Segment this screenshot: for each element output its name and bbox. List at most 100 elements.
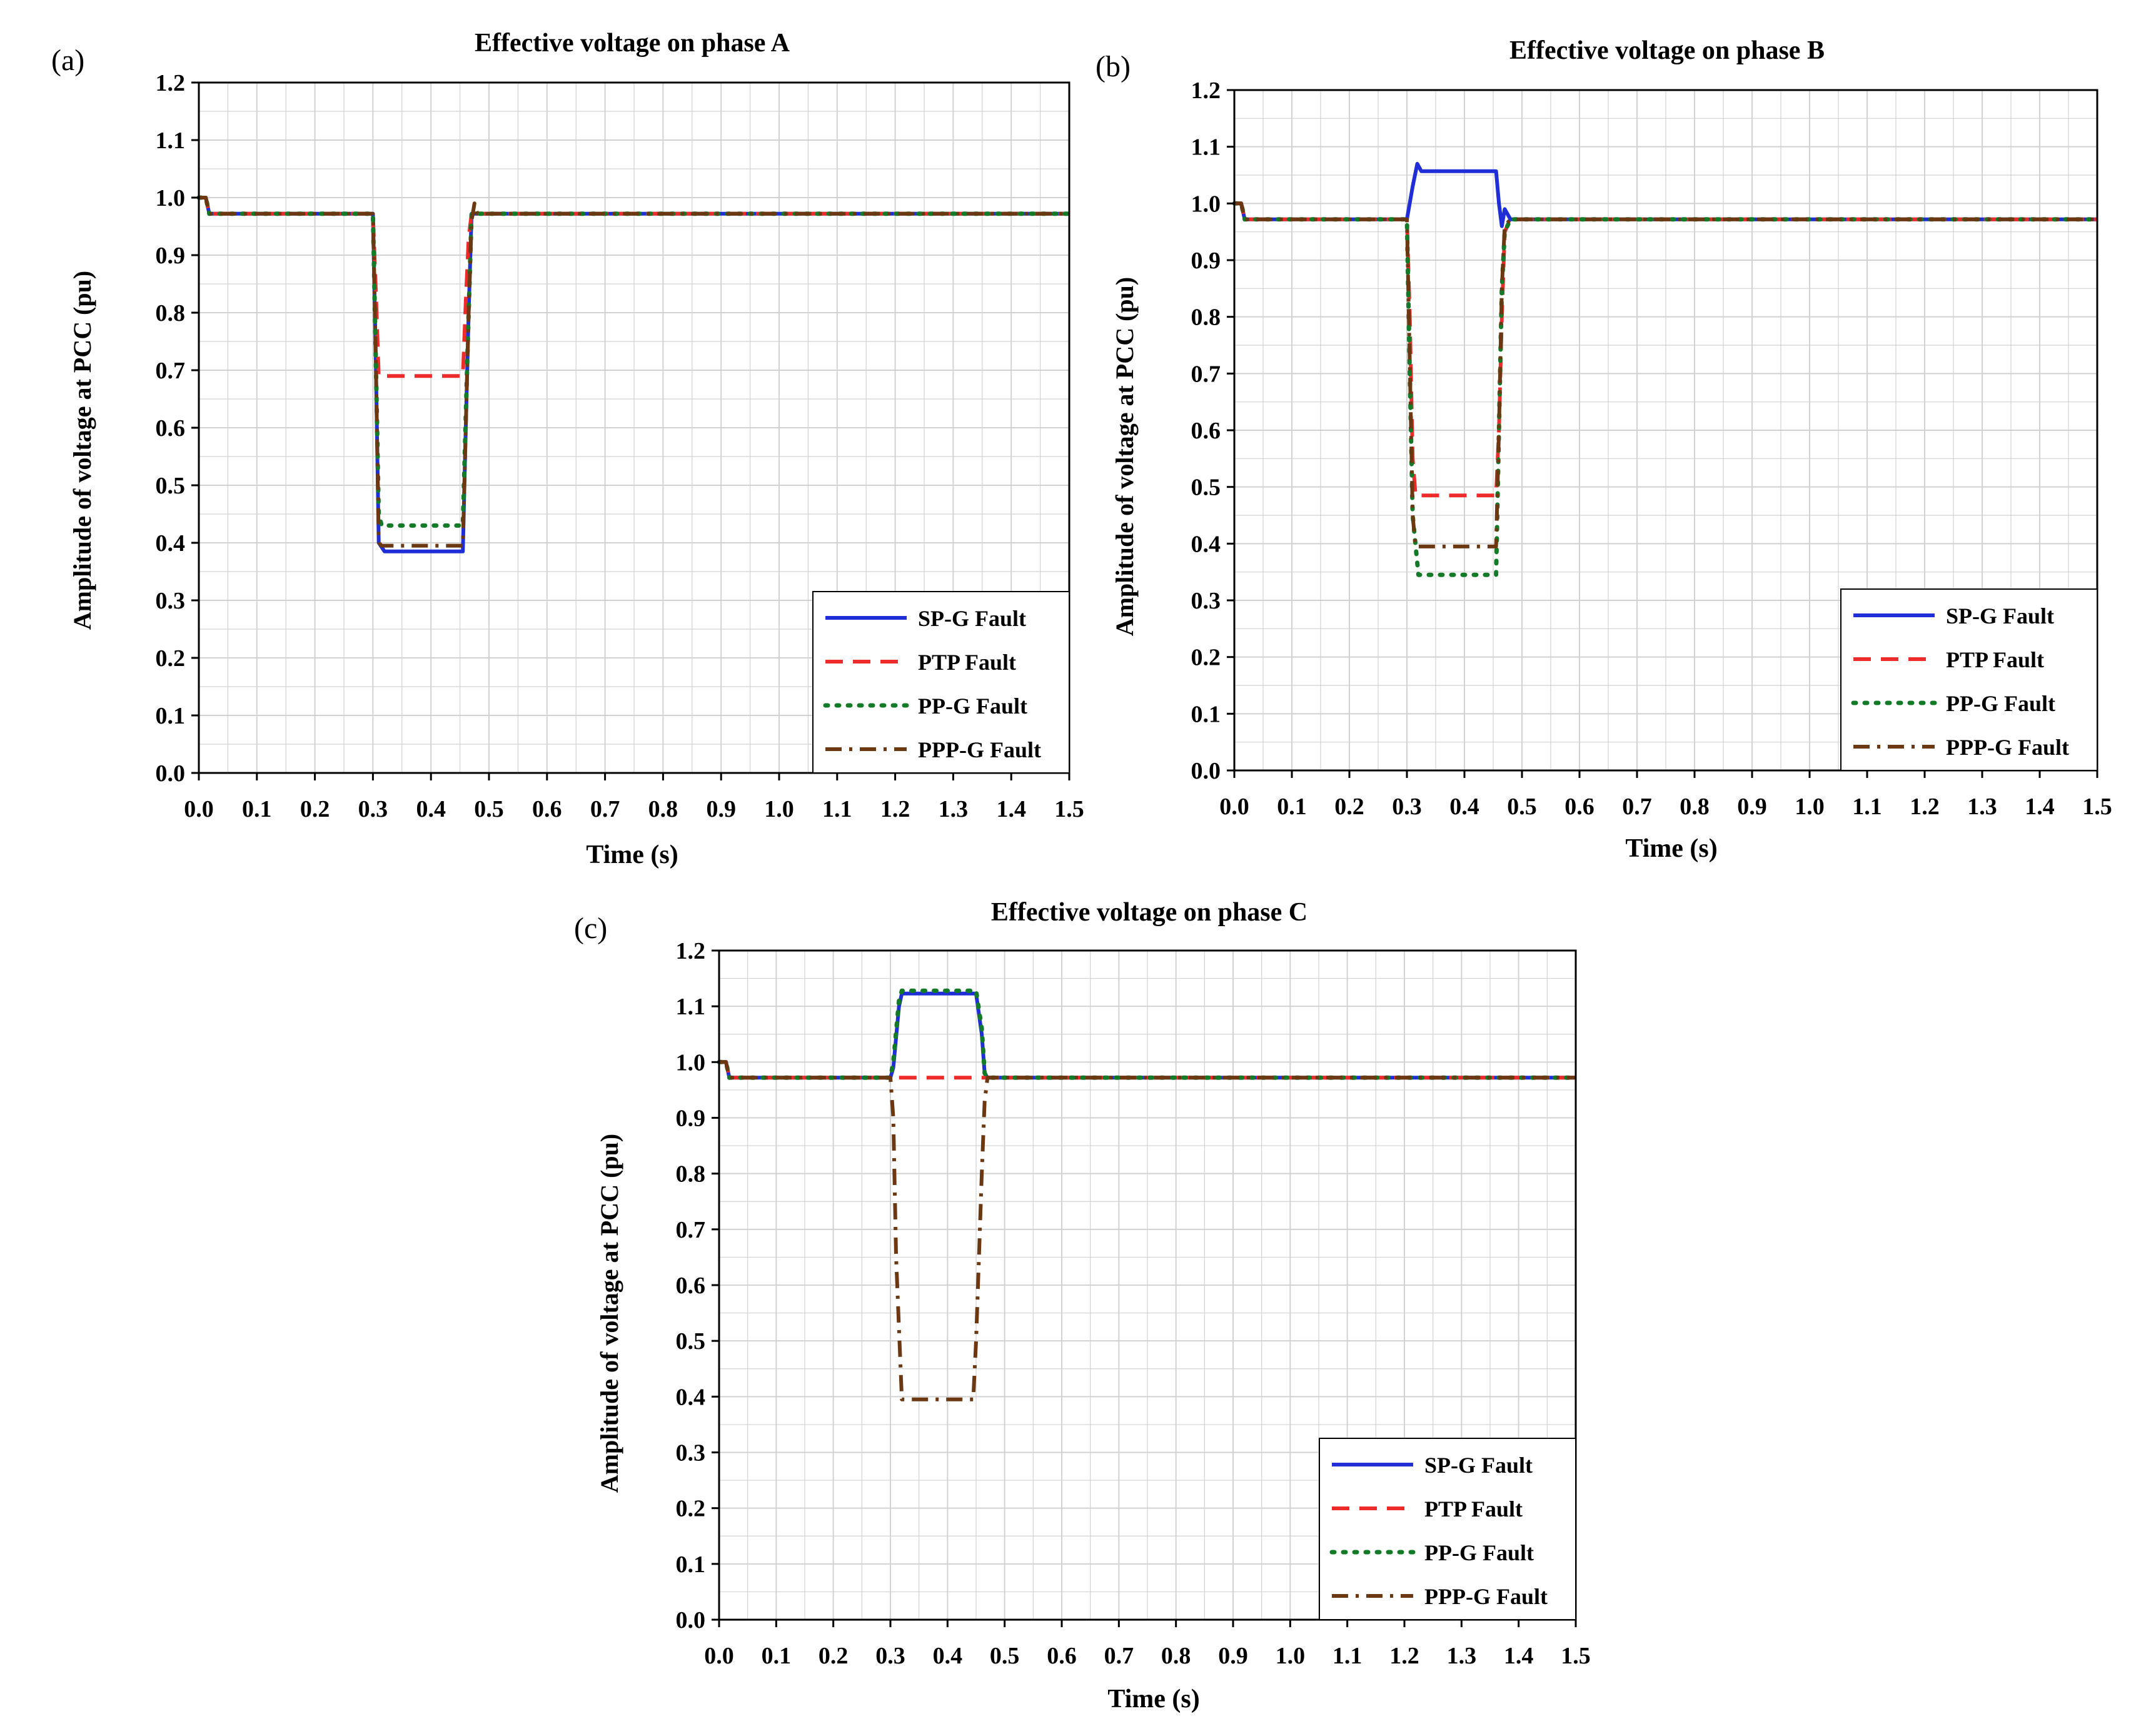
- panel-a-legend-label: PTP Fault: [918, 650, 1016, 675]
- panel-a: (a) Effective voltage on phase A Amplitu…: [51, 29, 1084, 869]
- panel-c-y-tick-label: 0.2: [676, 1496, 706, 1522]
- panel-c-legend-label: PP-G Fault: [1424, 1540, 1534, 1565]
- panel-a-x-tick-label: 0.3: [358, 796, 388, 822]
- panel-b-legend-label: SP-G Fault: [1946, 603, 2054, 628]
- panel-a-x-tick-label: 1.5: [1054, 796, 1084, 822]
- panel-b-legend-label: PPP-G Fault: [1946, 735, 2069, 760]
- panel-b-x-tick-label: 0.9: [1737, 794, 1767, 820]
- panel-a-x-tick-label: 0.7: [590, 796, 620, 822]
- panel-a-x-tick-label: 1.2: [880, 796, 910, 822]
- panel-b-series-layer: [1232, 161, 2100, 577]
- panel-c-y-ticks: 0.0 0.1 0.2 0.3 0.4 0.5 0.6 0.7 0.8 0.9 1.0 1.1 1.2: [676, 938, 719, 1633]
- panel-a-x-tick-label: 1.3: [939, 796, 969, 822]
- panel-b-x-tick-label: 1.1: [1852, 794, 1882, 820]
- panel-b-x-tick-label: 0.7: [1622, 794, 1652, 820]
- panel-a-x-axis-label: Time (s): [586, 840, 678, 869]
- panel-a-y-tick-label: 0.1: [156, 703, 186, 729]
- panel-b-label: (b): [1096, 50, 1131, 83]
- panel-b-y-tick-label: 0.4: [1191, 531, 1221, 557]
- panel-b-legend-label: PTP Fault: [1946, 647, 2044, 672]
- panel-b-series-pp-g-fault: [1232, 201, 2100, 577]
- panel-c-y-tick-label: 0.6: [676, 1273, 706, 1299]
- panel-a-y-axis-label: Amplitude of voltage at PCC (pu): [68, 271, 96, 630]
- panel-c-x-tick-label: 0.3: [875, 1643, 905, 1669]
- panel-c-x-tick-label: 1.0: [1276, 1643, 1306, 1669]
- panel-a-x-tick-label: 0.9: [706, 796, 736, 822]
- panel-a-series-ptp-fault: [199, 196, 1069, 378]
- panel-c-series-ppp-g-fault: [719, 1060, 1576, 1401]
- panel-a-legend-label: PP-G Fault: [918, 694, 1027, 719]
- panel-c-legend-label: SP-G Fault: [1424, 1453, 1533, 1478]
- panel-a-y-tick-label: 0.4: [156, 530, 186, 557]
- panel-b-y-tick-label: 0.3: [1191, 588, 1221, 614]
- panel-b-x-tick-label: 1.0: [1795, 794, 1825, 820]
- panel-c-series-layer: [717, 988, 1578, 1401]
- panel-c-y-axis-label: Amplitude of voltage at PCC (pu): [595, 1134, 623, 1493]
- panel-a-y-tick-label: 0.9: [156, 243, 186, 269]
- panel-a-x-tick-label: 0.6: [532, 796, 562, 822]
- panel-a-x-tick-label: 0.1: [242, 796, 272, 822]
- panel-a-x-ticks: 0.0 0.1 0.2 0.3 0.4 0.5 0.6 0.7 0.8 0.9 1.0 1.1 1.2 1…: [184, 773, 1084, 822]
- panel-c-y-tick-label: 0.9: [676, 1106, 706, 1132]
- panel-a-y-tick-label: 0.0: [156, 760, 186, 787]
- panel-b-x-tick-label: 1.5: [2082, 794, 2112, 820]
- panel-b-x-tick-label: 0.5: [1507, 794, 1537, 820]
- panel-b-x-ticks: 0.0 0.1 0.2 0.3 0.4 0.5 0.6 0.7 0.8 0.9 1.0 1.1 1.2 1…: [1219, 770, 2112, 820]
- panel-b-x-tick-label: 0.8: [1680, 794, 1710, 820]
- panel-b-x-tick-label: 1.4: [2025, 794, 2055, 820]
- panel-b-x-axis-label: Time (s): [1625, 834, 1717, 863]
- panel-c-x-tick-label: 0.8: [1161, 1643, 1191, 1669]
- panel-c-x-tick-label: 0.9: [1218, 1643, 1248, 1669]
- panel-b-y-tick-label: 0.2: [1191, 645, 1221, 671]
- panel-c-legend-label: PTP Fault: [1424, 1496, 1523, 1522]
- panel-b-y-tick-label: 1.1: [1191, 134, 1221, 161]
- panel-b-y-tick-label: 0.0: [1191, 758, 1221, 784]
- panel-c-x-tick-label: 1.5: [1561, 1643, 1591, 1669]
- panel-c-legend-label: PPP-G Fault: [1424, 1584, 1548, 1609]
- panel-a-y-tick-label: 0.8: [156, 300, 186, 326]
- panel-b-y-tick-label: 1.2: [1191, 78, 1221, 104]
- panel-a-x-tick-label: 0.2: [300, 796, 330, 822]
- panel-c-x-tick-label: 1.3: [1447, 1643, 1477, 1669]
- panel-c-y-tick-label: 1.0: [676, 1049, 706, 1076]
- panel-b-x-tick-label: 0.0: [1219, 794, 1249, 820]
- panel-c-x-tick-label: 1.2: [1389, 1643, 1419, 1669]
- panel-c-x-tick-label: 0.7: [1104, 1643, 1134, 1669]
- panel-c-label: (c): [574, 912, 607, 945]
- panel-c-series-pp-g-fault: [717, 988, 1578, 1080]
- panel-c-y-tick-label: 0.1: [676, 1552, 706, 1578]
- panel-b-x-tick-label: 0.1: [1277, 794, 1307, 820]
- panel-b-x-tick-label: 0.4: [1449, 794, 1479, 820]
- panel-a-x-tick-label: 1.0: [764, 796, 794, 822]
- panel-b-y-ticks: 0.0 0.1 0.2 0.3 0.4 0.5 0.6 0.7 0.8 0.9 1.0 1.1 1.2: [1191, 78, 1234, 784]
- panel-a-y-tick-label: 0.2: [156, 645, 186, 672]
- panel-a-legend-label: SP-G Fault: [918, 606, 1026, 631]
- panel-a-x-tick-label: 0.0: [184, 796, 214, 822]
- panel-c-x-tick-label: 0.1: [762, 1643, 792, 1669]
- panel-a-series-ppp-g-fault: [199, 196, 1069, 548]
- panel-a-y-tick-label: 1.1: [156, 128, 186, 154]
- panel-b-y-tick-label: 0.7: [1191, 361, 1221, 387]
- panel-a-x-tick-label: 0.8: [648, 796, 678, 822]
- panel-a-y-tick-label: 0.7: [156, 358, 186, 384]
- panel-c-y-tick-label: 1.2: [676, 938, 706, 964]
- panel-a-x-tick-label: 1.4: [996, 796, 1026, 822]
- panel-b-x-tick-label: 1.3: [1967, 794, 1997, 820]
- panel-c-y-tick-label: 0.3: [676, 1440, 706, 1466]
- panel-b-x-tick-label: 0.6: [1564, 794, 1594, 820]
- panel-a-legend: SP-G Fault PTP Fault PP-G Fault PPP-G Fault: [812, 591, 1070, 774]
- panel-b: (b) Effective voltage on phase B Amplitu…: [1096, 36, 2112, 863]
- panel-c-legend: SP-G Fault PTP Fault PP-G Fault PPP-G Fault: [1319, 1438, 1576, 1620]
- panel-a-legend-box: [812, 591, 1070, 774]
- panel-b-x-tick-label: 0.3: [1392, 794, 1422, 820]
- panel-a-x-tick-label: 0.5: [474, 796, 504, 822]
- panel-b-title: Effective voltage on phase B: [1509, 36, 1825, 65]
- panel-b-legend: SP-G Fault PTP Fault PP-G Fault PPP-G Fault: [1840, 588, 2098, 771]
- panel-a-series-layer: [196, 195, 1072, 553]
- panel-a-y-tick-label: 0.3: [156, 588, 186, 614]
- panel-c-title: Effective voltage on phase C: [991, 898, 1307, 927]
- panel-b-legend-label: PP-G Fault: [1946, 691, 2055, 716]
- panel-a-y-tick-label: 1.2: [156, 70, 186, 96]
